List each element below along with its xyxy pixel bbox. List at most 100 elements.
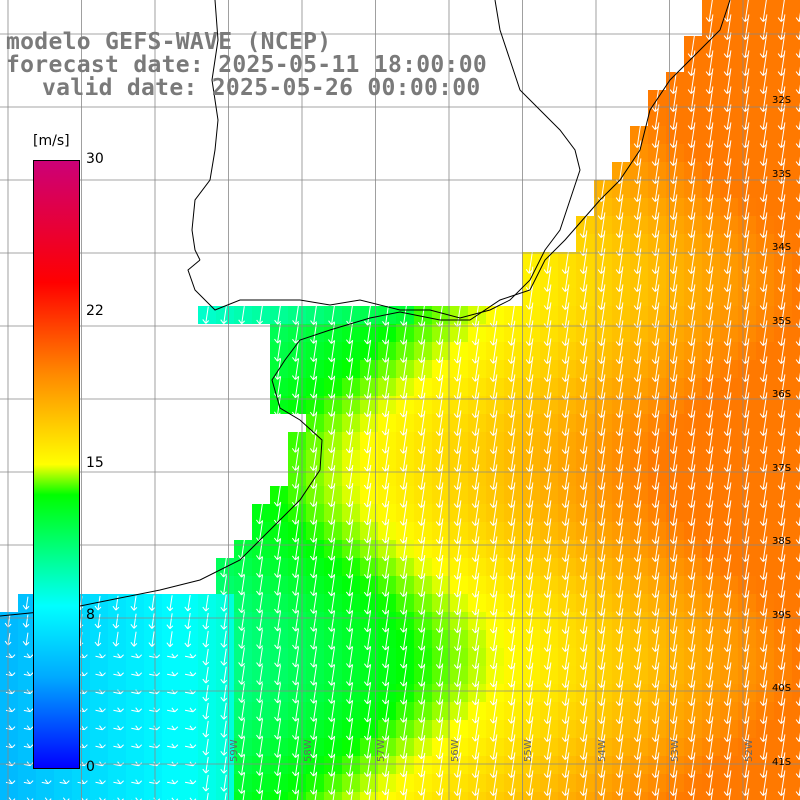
wind-arrow xyxy=(723,122,732,148)
wind-arrow xyxy=(417,663,426,687)
wind-arrow xyxy=(723,770,732,796)
title-forecast-date: forecast date: 2025-05-11 18:00:00 xyxy=(6,52,488,78)
wind-cell xyxy=(792,504,800,522)
wind-cell xyxy=(198,792,216,800)
wind-arrow xyxy=(759,752,768,778)
wind-arrow xyxy=(759,14,768,40)
wind-arrow xyxy=(292,610,300,632)
wind-arrow xyxy=(255,502,264,525)
wind-arrow xyxy=(597,356,606,382)
wind-arrow xyxy=(399,770,408,796)
wind-arrow xyxy=(489,590,498,616)
wind-arrow xyxy=(759,284,768,310)
wind-arrow xyxy=(417,770,426,796)
wind-arrow xyxy=(561,734,570,760)
wind-arrow xyxy=(597,212,606,238)
wind-arrow xyxy=(346,628,354,650)
wind-arrow xyxy=(687,446,696,472)
wind-cell xyxy=(234,792,252,800)
wind-arrow xyxy=(399,375,408,400)
wind-arrow xyxy=(417,392,426,418)
wind-arrow xyxy=(543,626,552,652)
wind-arrow xyxy=(489,608,498,634)
wind-arrow xyxy=(220,684,228,702)
wind-arrow xyxy=(148,631,156,647)
wind-cell xyxy=(792,36,800,54)
wind-arrow xyxy=(131,707,143,713)
wind-arrow xyxy=(633,644,642,670)
wind-arrow xyxy=(435,752,444,778)
wind-arrow xyxy=(579,464,588,490)
wind-arrow xyxy=(597,626,606,652)
wind-arrow xyxy=(777,608,786,634)
wind-arrow xyxy=(292,736,300,758)
wind-arrow xyxy=(381,464,390,490)
wind-arrow xyxy=(777,284,786,310)
wind-arrow xyxy=(656,788,660,800)
wind-cell xyxy=(522,792,540,800)
wind-arrow xyxy=(561,356,570,382)
wind-arrow xyxy=(705,500,714,526)
wind-arrow xyxy=(292,718,300,740)
wind-arrow xyxy=(651,410,660,436)
wind-arrow xyxy=(453,321,462,346)
wind-arrow xyxy=(274,754,282,776)
wind-arrow xyxy=(417,645,426,669)
wind-arrow xyxy=(345,771,354,795)
wind-arrow xyxy=(651,662,660,688)
wind-arrow xyxy=(759,446,768,472)
wind-arrow xyxy=(238,772,246,794)
wind-arrow xyxy=(489,698,498,724)
wind-arrow xyxy=(561,500,570,526)
wind-arrow xyxy=(94,631,102,647)
wind-arrow xyxy=(759,698,768,724)
wind-arrow xyxy=(759,590,768,616)
wind-arrow xyxy=(723,716,732,742)
wind-arrow xyxy=(543,662,552,688)
wind-cell xyxy=(792,198,800,216)
wind-arrow xyxy=(705,770,714,796)
wind-arrow xyxy=(453,572,462,598)
wind-arrow xyxy=(633,500,642,526)
wind-arrow xyxy=(615,338,624,364)
wind-arrow xyxy=(525,644,534,670)
wind-cell xyxy=(180,792,198,800)
lat-label: 34S xyxy=(772,242,792,253)
wind-cell xyxy=(792,450,800,468)
wind-arrow xyxy=(309,429,318,453)
lat-label: 40S xyxy=(772,683,792,694)
wind-arrow xyxy=(777,590,786,616)
wind-arrow xyxy=(561,266,570,292)
wind-arrow xyxy=(202,594,210,612)
wind-arrow xyxy=(435,446,444,472)
wind-arrow xyxy=(615,482,624,508)
wind-arrow xyxy=(597,698,606,724)
wind-arrow xyxy=(669,410,678,436)
wind-arrow xyxy=(292,574,300,596)
wind-arrow xyxy=(507,554,516,580)
wind-arrow xyxy=(220,612,228,630)
wind-arrow xyxy=(417,428,426,454)
wind-arrow xyxy=(471,500,480,526)
wind-cell xyxy=(486,792,504,800)
wind-arrow xyxy=(723,284,732,310)
wind-arrow xyxy=(309,375,318,399)
wind-arrow xyxy=(561,626,570,652)
wind-arrow xyxy=(777,104,786,130)
wind-arrow xyxy=(687,32,696,58)
wind-arrow xyxy=(615,644,624,670)
wind-arrow xyxy=(489,770,498,796)
wind-arrow xyxy=(5,779,16,785)
wind-arrow xyxy=(328,664,336,686)
wind-arrow xyxy=(687,140,696,166)
wind-arrow xyxy=(615,626,624,652)
wind-arrow xyxy=(381,446,390,472)
wind-arrow xyxy=(759,356,768,382)
wind-arrow xyxy=(777,266,786,292)
wind-arrow xyxy=(651,680,660,706)
wind-arrow xyxy=(674,788,678,800)
wind-arrow xyxy=(692,788,696,800)
wind-arrow xyxy=(471,428,480,454)
wind-arrow xyxy=(184,631,192,648)
wind-arrow xyxy=(705,356,714,382)
